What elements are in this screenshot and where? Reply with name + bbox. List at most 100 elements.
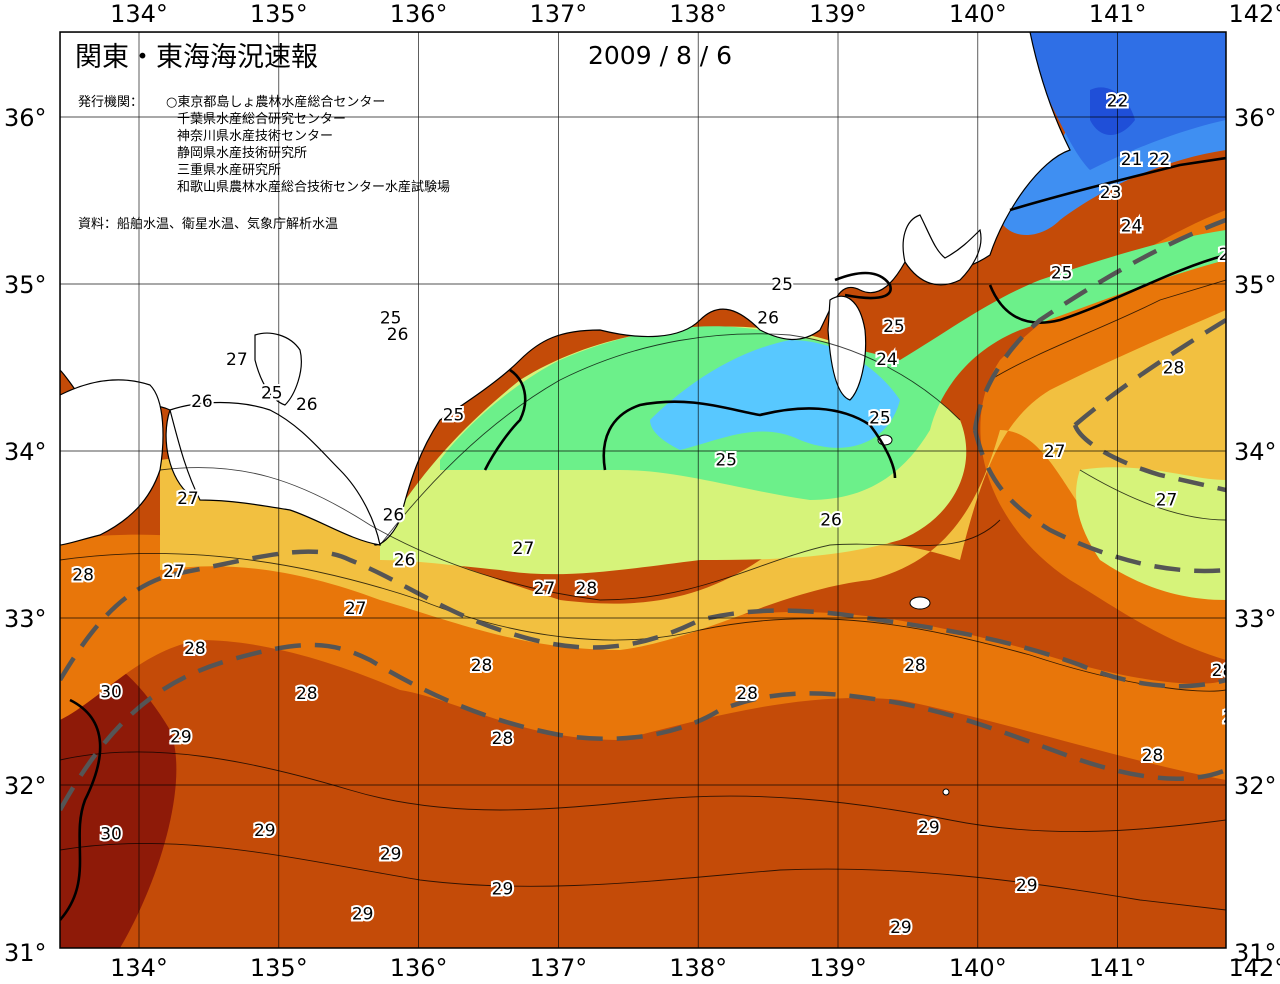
temperature-label: 21 bbox=[1121, 150, 1143, 170]
land-islet-c bbox=[942, 788, 950, 796]
temperature-label: 29 bbox=[352, 905, 374, 925]
longitude-tick-label: 140° bbox=[949, 954, 1007, 980]
temperature-label: 24 bbox=[1121, 217, 1143, 237]
longitude-tick-label: 139° bbox=[809, 0, 867, 28]
temperature-label: 30 bbox=[100, 824, 122, 844]
temperature-label: 24 bbox=[876, 350, 898, 370]
map-frame bbox=[59, 31, 1227, 949]
issuer-label: 発行機関： bbox=[78, 95, 143, 110]
temperature-label: 28 bbox=[1163, 359, 1185, 379]
temperature-label: 27 bbox=[513, 539, 535, 559]
temperature-label: 25 bbox=[380, 308, 402, 328]
temperature-label: 25 bbox=[869, 409, 891, 429]
latitude-tick-label: 36° bbox=[4, 104, 47, 132]
issuer-line: 三重県水産研究所 bbox=[177, 162, 281, 178]
temperature-label: 26 bbox=[394, 551, 416, 571]
temperature-label: 27 bbox=[226, 350, 248, 370]
longitude-tick-label: 138° bbox=[669, 954, 727, 980]
temperature-label: 27 bbox=[1044, 442, 1066, 462]
zone-28 bbox=[60, 210, 1226, 780]
latitude-tick-label: 32° bbox=[1234, 772, 1277, 800]
longitude-tick-label: 136° bbox=[390, 0, 448, 28]
temperature-label: 29 bbox=[380, 844, 402, 864]
longitude-tick-label: 142° bbox=[1228, 0, 1280, 28]
temperature-label: 29 bbox=[1016, 876, 1038, 896]
isotherm-30-bold bbox=[60, 698, 102, 921]
latitude-tick-label: 35° bbox=[1234, 271, 1277, 299]
temperature-label: 28 bbox=[72, 566, 94, 586]
zone-21 bbox=[1090, 87, 1135, 135]
temperature-label: 23 bbox=[1233, 158, 1255, 178]
temperature-label: 28 bbox=[736, 684, 758, 704]
temperature-label: 26 bbox=[387, 325, 409, 345]
temperature-label: 29 bbox=[492, 880, 514, 900]
temperature-label: 25 bbox=[771, 275, 793, 295]
temperature-label: 28 bbox=[1230, 222, 1252, 242]
longitude-tick-label: 141° bbox=[1089, 954, 1147, 980]
issuer-line: 神奈川県水産技術センター bbox=[177, 128, 333, 144]
map-date: 2009 / 8 / 6 bbox=[588, 41, 732, 70]
zone-22 bbox=[1030, 32, 1226, 170]
longitude-ticks-bottom: 134° 135° 136° 137° 138° 139° 140° 141° 142° bbox=[110, 954, 1280, 982]
latitude-tick-label: 33° bbox=[1234, 605, 1277, 633]
longitude-tick-label: 135° bbox=[250, 954, 308, 980]
temperature-label: 27 bbox=[345, 599, 367, 619]
temperature-label: 25 bbox=[261, 384, 283, 404]
longitude-tick-label: 136° bbox=[390, 954, 448, 980]
temperature-label: 28 bbox=[1212, 661, 1234, 681]
temperature-label: 25 bbox=[1051, 263, 1073, 283]
temperature-label: 26 bbox=[757, 308, 779, 328]
longitude-tick-label: 134° bbox=[110, 954, 168, 980]
longitude-tick-label: 137° bbox=[529, 0, 587, 28]
issuer-line: 和歌山県農林水産総合技術センター水産試験場 bbox=[177, 179, 450, 195]
longitude-tick-label: 134° bbox=[110, 0, 168, 28]
temperature-label: 28 bbox=[492, 729, 514, 749]
temperature-label: 28 bbox=[904, 656, 926, 676]
longitude-tick-label: 141° bbox=[1089, 0, 1147, 28]
map-title: 関東・東海海況速報 bbox=[75, 42, 318, 73]
temperature-label: 25 bbox=[715, 450, 737, 470]
issuer-line: ○東京都島しょ農林水産総合センター bbox=[166, 94, 385, 110]
isotherm-lines bbox=[60, 279, 1226, 911]
longitude-tick-label: 135° bbox=[250, 0, 308, 28]
temperature-label: 25 bbox=[883, 317, 905, 337]
isotherm-24-bold bbox=[1009, 156, 1226, 212]
temperature-label: 29 bbox=[918, 818, 940, 838]
temperature-label: 26 bbox=[820, 510, 842, 530]
temperature-label: 29 bbox=[890, 918, 912, 938]
temperature-label: 30 bbox=[100, 682, 122, 702]
issuer-line: 静岡県水産技術研究所 bbox=[177, 145, 307, 161]
longitude-tick-label: 137° bbox=[529, 954, 587, 980]
isotherm-25-bold bbox=[483, 253, 1226, 479]
longitude-tick-label: 142° bbox=[1228, 954, 1280, 980]
temperature-label: 29 bbox=[170, 728, 192, 748]
zone-26b bbox=[1076, 467, 1226, 600]
land-islet-a bbox=[909, 596, 931, 610]
latitude-tick-label: 36° bbox=[1234, 104, 1277, 132]
temperature-label: 28 bbox=[1219, 245, 1241, 265]
issuer-line: 千葉県水産総合研究センター bbox=[177, 111, 346, 127]
temperature-label: 28 bbox=[296, 684, 318, 704]
zone-27 bbox=[160, 310, 1226, 650]
temperature-label: 26 bbox=[296, 395, 318, 415]
lat-lon-grid bbox=[60, 32, 1226, 948]
longitude-tick-label: 139° bbox=[809, 954, 867, 980]
latitude-ticks-right: 36° 35° 34° 33° 32° 31° bbox=[1234, 104, 1277, 967]
land-izu bbox=[827, 295, 867, 401]
temperature-label: 29 bbox=[1223, 708, 1245, 728]
zone-30 bbox=[60, 648, 177, 948]
temperature-label: 28 bbox=[576, 579, 598, 599]
temperature-label: 29 bbox=[254, 821, 276, 841]
data-source: 資料：船舶水温、衛星水温、気象庁解析水温 bbox=[78, 216, 338, 232]
longitude-tick-label: 138° bbox=[669, 0, 727, 28]
temperature-label: 27 bbox=[534, 579, 556, 599]
issuer-block: 発行機関： ○東京都島しょ農林水産総合センター 千葉県水産総合研究センター 神奈… bbox=[78, 94, 450, 232]
land-awaji bbox=[254, 332, 302, 406]
temperature-label: 26 bbox=[383, 505, 405, 525]
temperature-label: 28 bbox=[1142, 746, 1164, 766]
temperature-label: 27 bbox=[177, 489, 199, 509]
longitude-tick-label: 140° bbox=[949, 0, 1007, 28]
